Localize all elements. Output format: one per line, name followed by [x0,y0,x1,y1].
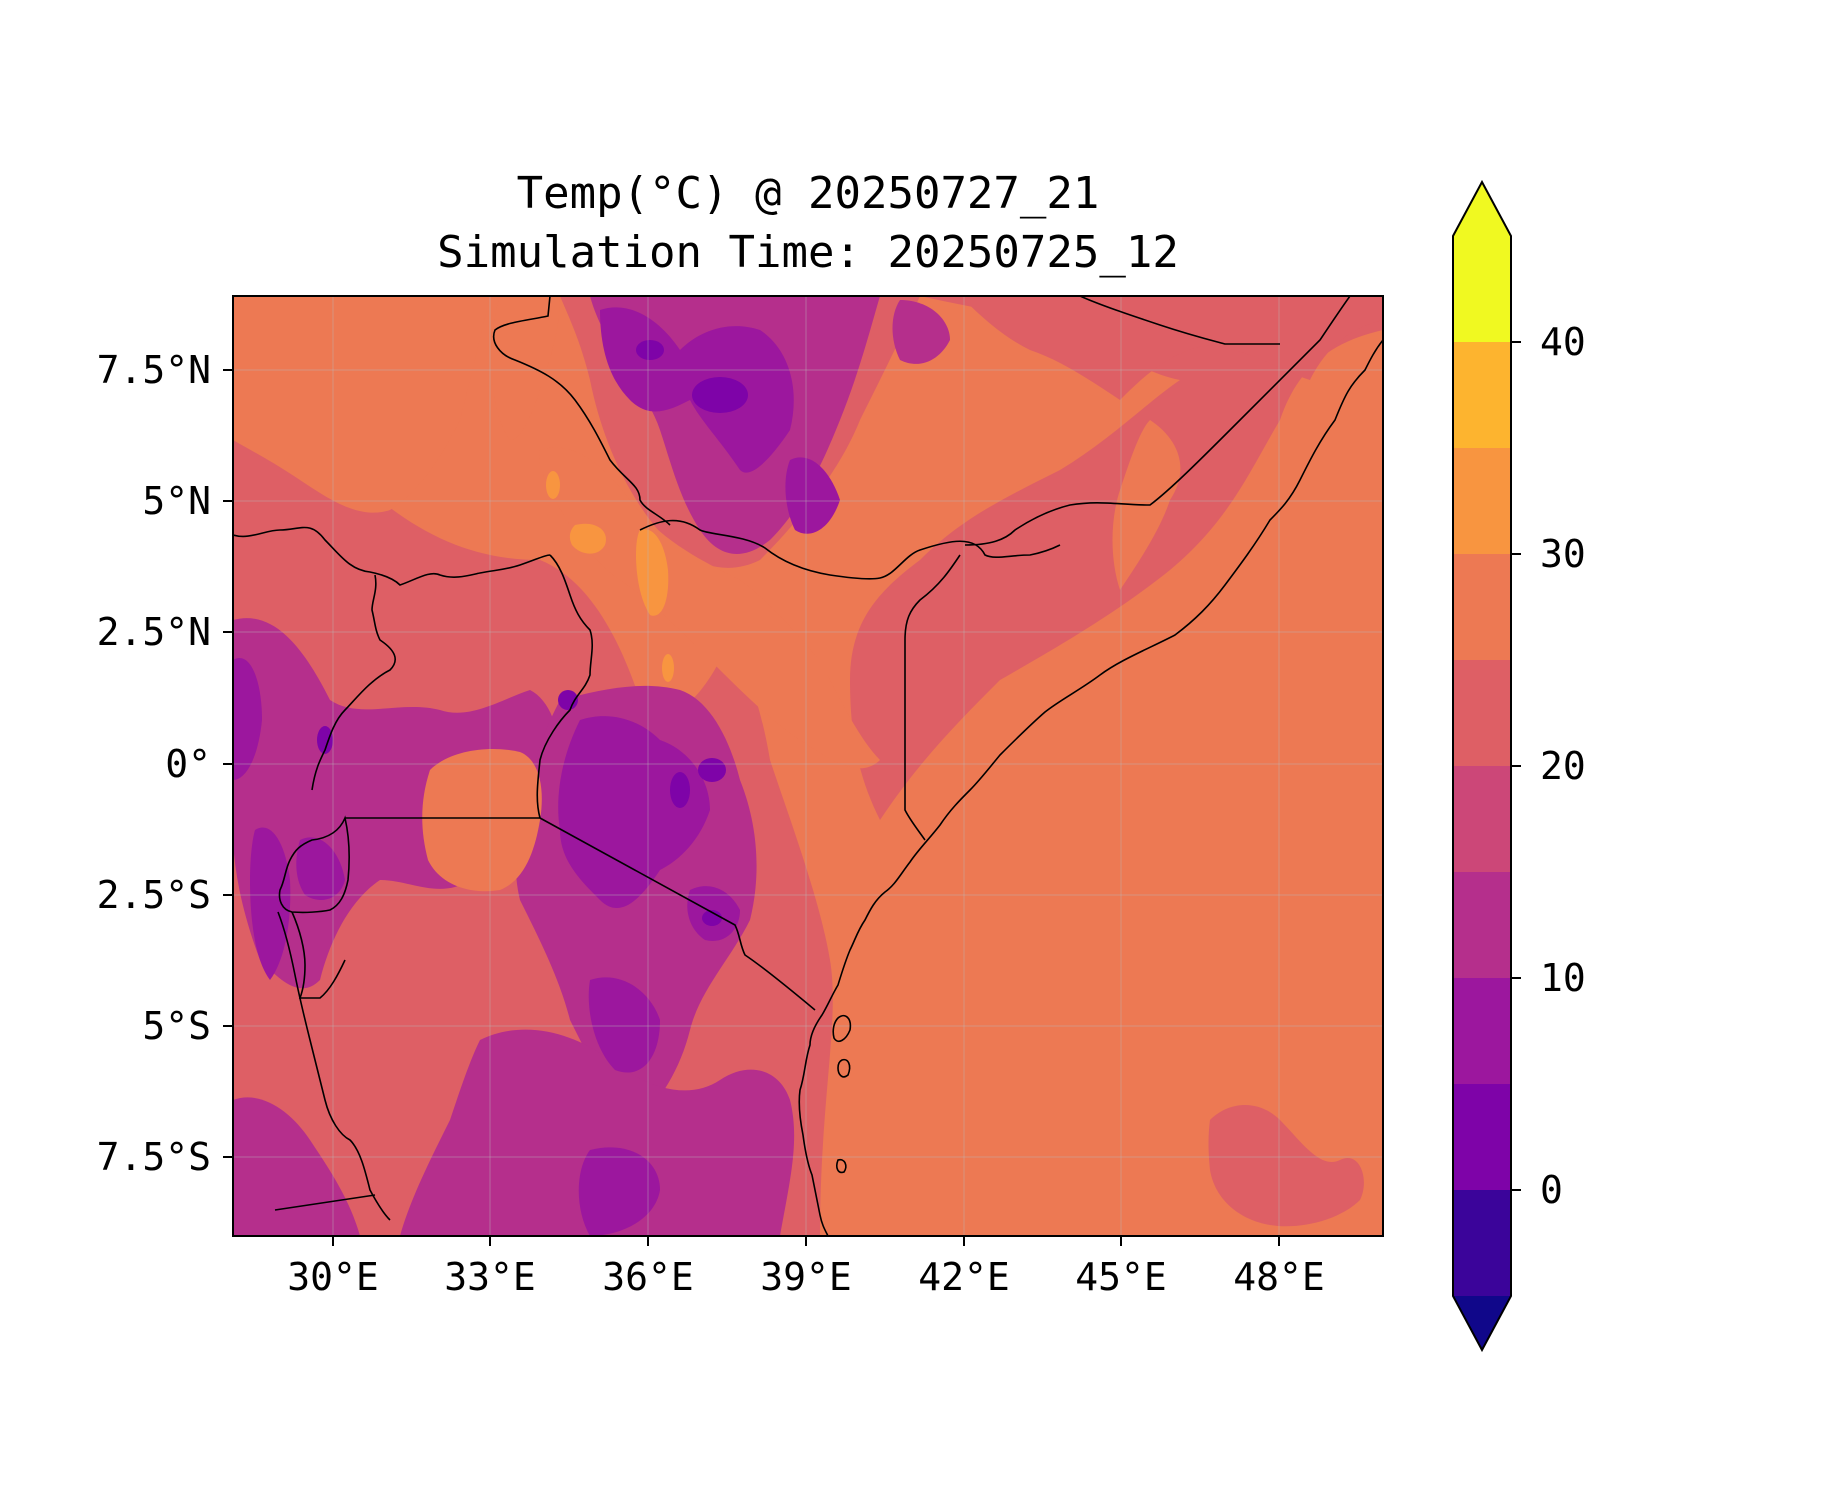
field-band-25-30-north-lowland [491,296,560,440]
field-band-10-15-kenya [558,716,710,909]
field-band-30-35-marsabit [662,654,674,682]
colorbar-tick-label: 0 [1540,1168,1563,1212]
border-somaliland [1079,296,1280,345]
field-band-30-35-turkana [636,529,669,616]
colorbar-segment-5-10 [1453,978,1511,1084]
border-kenya-ethiopia [639,519,1061,580]
colorbar-segment-10-15 [1453,872,1511,978]
field-band-20-25-ocean-patch [1208,1105,1364,1227]
border-burundi-tanzania [291,911,346,999]
lon-tick-label: 33°E [444,1255,536,1299]
lon-tick-label: 45°E [1075,1255,1167,1299]
border-kenya-tanzania [539,817,816,1011]
colorbar-segment-0-5 [1453,1084,1511,1190]
colorbar-extend-high [1453,182,1511,236]
x-axis-ticks [332,1236,1280,1246]
map-gridlines [233,296,1383,1236]
lon-tick-label: 36°E [602,1255,694,1299]
field-band-10-15-west [233,658,262,780]
field-band-5-10-rwenzori [317,726,333,754]
colorbar-segment-20-25 [1453,660,1511,766]
chart-title-line-1: Temp(°C) @ 20250727_21 [516,168,1100,219]
country-borders [233,296,1383,1236]
lat-tick-label: 0° [165,742,211,786]
border-rwanda-burundi [278,815,351,914]
field-band-25-30-sudan [233,296,490,513]
colorbar-segment-15-20 [1453,766,1511,872]
border-ethiopia-somalia [964,296,1351,546]
coastline-pemba [837,1058,851,1078]
lon-tick-label: 39°E [760,1255,852,1299]
field-band-5-10-mt-kenya [698,758,726,782]
chart-title-line-2: Simulation Time: 20250725_12 [437,227,1179,278]
border-kenya-somalia [904,554,961,841]
temperature-field [233,296,1383,1236]
colorbar-segment-neg5-0 [1453,1190,1511,1296]
field-band-30-35-north [546,471,560,499]
colorbar-segment-35-40 [1453,342,1511,448]
lat-tick-label: 7.5°N [96,348,211,392]
colorbar-tick-label: 10 [1540,956,1586,1000]
field-band-5-10-ethiopia-2 [636,340,664,360]
field-band-5-10-kilimanjaro [702,910,722,926]
field-band-10-15-southern-highlands [578,1147,660,1236]
coastline-mafia [836,1158,847,1174]
field-band-25-30-turkana [539,447,880,769]
lat-tick-label: 5°N [142,479,211,523]
border-south-sudan-ethiopia [493,296,671,526]
border-uganda-west [311,574,396,791]
lon-tick-label: 42°E [918,1255,1010,1299]
lat-tick-label: 2.5°N [96,610,211,654]
border-zambia-tanzania [274,1194,376,1211]
field-band-10-15-west-rift [250,827,291,980]
colorbar-outline [1452,179,1512,1353]
map-frame [232,295,1384,1237]
field-band-5-10-ethiopia [692,377,748,413]
colorbar-segment-25-30 [1453,554,1511,660]
field-band-10-15-tanzania [588,977,660,1073]
field-band-20-25-northeast [960,296,1383,400]
coastline-east-africa [798,339,1383,1236]
colorbar-tick-label: 40 [1540,320,1586,364]
field-band-25-30-lake-victoria [422,749,542,892]
border-uganda-kenya [536,554,593,819]
border-south-sudan-uganda [233,526,551,586]
field-band-5-10-aberdares [670,772,690,808]
colorbar-extend-low [1453,1296,1511,1350]
colorbar [1452,179,1521,1353]
colorbar-segment-40-45 [1453,236,1511,342]
field-band-10-15-rwanda [296,837,345,900]
field-band-15-20-ethiopia-north [892,300,950,364]
lon-tick-label: 30°E [287,1255,379,1299]
border-drc-tanzania [277,911,391,1221]
lat-tick-label: 5°S [142,1004,211,1048]
field-band-10-15-ethiopia-south [785,457,840,534]
field-band-15-20-tanzania [400,1029,795,1236]
lat-tick-label: 2.5°S [96,873,211,917]
colorbar-tick-label: 30 [1540,532,1586,576]
lon-tick-label: 48°E [1233,1255,1325,1299]
coastline-zanzibar [832,1014,852,1042]
y-axis-ticks [223,369,233,1158]
field-band-30-35-lotikipi [569,523,606,554]
colorbar-ticks [1511,341,1521,1191]
field-band-5-10-elgon [558,690,578,710]
colorbar-segment-30-35 [1453,448,1511,554]
colorbar-tick-label: 20 [1540,744,1586,788]
lat-tick-label: 7.5°S [96,1135,211,1179]
